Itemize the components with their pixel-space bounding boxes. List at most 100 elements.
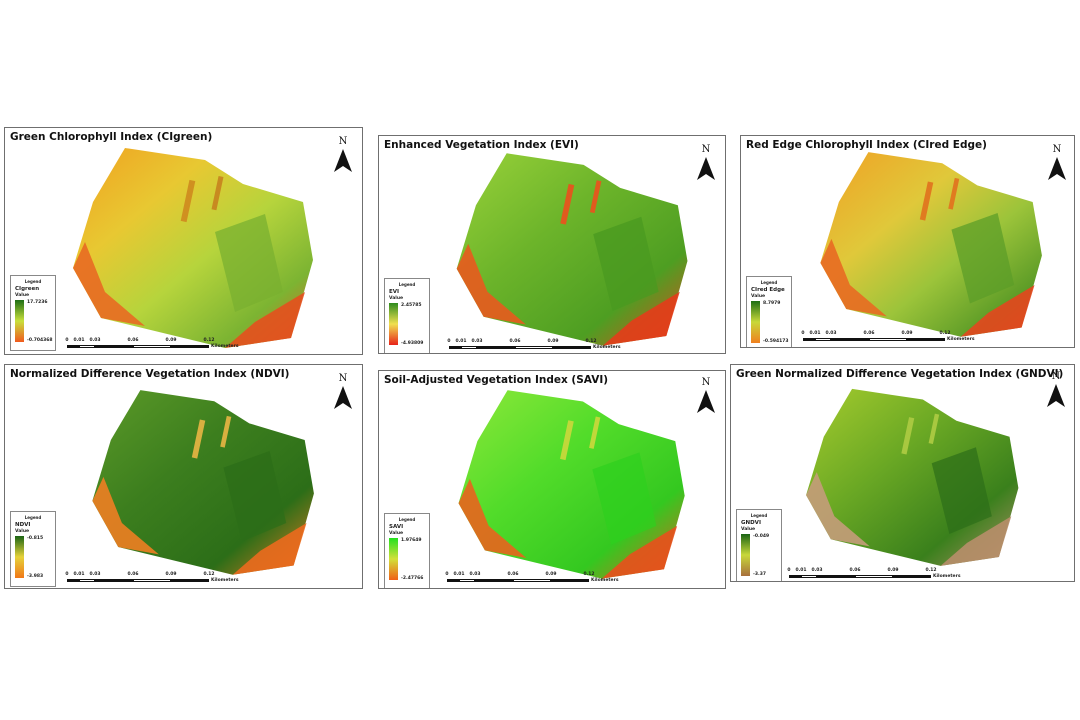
- color-ramp: [741, 534, 750, 576]
- legend: Legend EVI Value 2.45785 -4.93809: [384, 278, 430, 353]
- scale-tick-label: 0.03: [471, 339, 483, 344]
- color-ramp: [389, 303, 398, 345]
- scale-bar: 0 0.01 0.03 0.06 0.09 0.12 Kilometers: [447, 339, 620, 353]
- scale-tick-label: 0.01: [455, 339, 467, 344]
- scale-tick-label: 0.12: [939, 331, 951, 336]
- scale-unit-label: Kilometers: [947, 337, 975, 342]
- scale-tick-label: 0: [787, 568, 791, 573]
- scale-segment: [449, 346, 461, 349]
- scale-segment: [803, 338, 815, 341]
- scale-tick-label: 0.09: [901, 331, 913, 336]
- scale-tick-label: 0.06: [509, 339, 521, 344]
- map-panel-cire: Red Edge Chlorophyll Index (CIred Edge) …: [740, 135, 1075, 348]
- ci-green-raster: [73, 148, 313, 348]
- ci-red-edge-raster: [820, 152, 1042, 337]
- north-arrow-icon: N: [695, 377, 717, 413]
- ndvi-raster: [92, 390, 314, 575]
- color-ramp: [389, 538, 398, 580]
- scale-segment: [95, 579, 133, 582]
- scale-tick-label: 0.03: [825, 331, 837, 336]
- scale-tick-label: 0.09: [547, 339, 559, 344]
- map-panel-savi: Soil-Adjusted Vegetation Index (SAVI) N …: [378, 370, 726, 589]
- scale-tick-label: 0.01: [795, 568, 807, 573]
- scale-segment: [459, 579, 475, 582]
- savi-raster: [458, 390, 685, 579]
- scale-segment: [831, 338, 869, 341]
- scale-segment: [515, 346, 553, 349]
- color-ramp: [15, 300, 24, 342]
- scale-segment: [67, 579, 79, 582]
- scale-tick-label: 0.12: [203, 338, 215, 343]
- north-arrow-icon: N: [695, 144, 717, 180]
- scale-bar: 0 0.01 0.03 0.06 0.09 0.12 Kilometers: [787, 568, 960, 581]
- scale-segment: [171, 579, 209, 582]
- panel-title: Normalized Difference Vegetation Index (…: [10, 368, 290, 380]
- scale-segment: [461, 346, 477, 349]
- scale-segment: [907, 338, 945, 341]
- scale-segment: [133, 345, 171, 348]
- legend: Legend NDVI Value -0.815 -3.983: [10, 511, 56, 587]
- north-arrow-icon: N: [1045, 371, 1067, 407]
- scale-tick-label: 0.09: [887, 568, 899, 573]
- scale-segment: [477, 346, 515, 349]
- scale-tick-label: 0.06: [127, 338, 139, 343]
- panel-title: Green Normalized Difference Vegetation I…: [736, 368, 1064, 380]
- scale-tick-label: 0.03: [811, 568, 823, 573]
- scale-tick-label: 0.12: [583, 572, 595, 577]
- scale-segment: [475, 579, 513, 582]
- north-arrow-icon: N: [332, 373, 354, 409]
- scale-bar: 0 0.01 0.03 0.06 0.09 0.12 Kilometers: [65, 572, 238, 586]
- scale-tick-label: 0.12: [925, 568, 937, 573]
- legend: Legend CIred Edge Value 8.7979 -0.594173: [746, 276, 792, 347]
- scale-tick-label: 0: [65, 572, 69, 577]
- scale-tick-label: 0.03: [469, 572, 481, 577]
- panel-title: Green Chlorophyll Index (CIgreen): [10, 131, 213, 143]
- scale-segment: [171, 345, 209, 348]
- scale-segment: [447, 579, 459, 582]
- scale-tick-label: 0.01: [73, 572, 85, 577]
- scale-tick-label: 0.03: [89, 572, 101, 577]
- map-panel-gndvi: Green Normalized Difference Vegetation I…: [730, 364, 1075, 582]
- north-arrow-icon: N: [332, 136, 354, 172]
- scale-segment: [893, 575, 931, 578]
- scale-tick-label: 0: [445, 572, 449, 577]
- scale-tick-label: 0.09: [165, 338, 177, 343]
- scale-tick-label: 0: [447, 339, 451, 344]
- map-panel-evi: Enhanced Vegetation Index (EVI) N Legend…: [378, 135, 726, 354]
- scale-tick-label: 0.09: [545, 572, 557, 577]
- scale-tick-label: 0.01: [73, 338, 85, 343]
- scale-segment: [551, 579, 589, 582]
- scale-segment: [67, 345, 79, 348]
- panel-title: Red Edge Chlorophyll Index (CIred Edge): [746, 139, 987, 151]
- scale-unit-label: Kilometers: [933, 574, 961, 579]
- legend: Legend CIgreen Value 17.7236 -0.704368: [10, 275, 56, 351]
- color-ramp: [751, 301, 760, 343]
- panel-title: Enhanced Vegetation Index (EVI): [384, 139, 579, 151]
- gndvi-raster: [806, 388, 1019, 566]
- scale-segment: [789, 575, 801, 578]
- scale-tick-label: 0.03: [89, 338, 101, 343]
- scale-tick-label: 0.06: [507, 572, 519, 577]
- scale-segment: [79, 579, 95, 582]
- legend: Legend GNDVI Value -0.049 -3.37: [736, 509, 782, 581]
- scale-segment: [869, 338, 907, 341]
- scale-bar: 0 0.01 0.03 0.06 0.09 0.12 Kilometers: [445, 572, 618, 586]
- scale-unit-label: Kilometers: [211, 344, 239, 349]
- scale-segment: [95, 345, 133, 348]
- scale-tick-label: 0.06: [127, 572, 139, 577]
- scale-unit-label: Kilometers: [211, 578, 239, 583]
- scale-segment: [513, 579, 551, 582]
- evi-raster: [456, 153, 688, 346]
- map-panel-cigreen: Green Chlorophyll Index (CIgreen) N Lege…: [4, 127, 363, 355]
- scale-segment: [553, 346, 591, 349]
- panel-title: Soil-Adjusted Vegetation Index (SAVI): [384, 374, 609, 386]
- scale-tick-label: 0: [65, 338, 69, 343]
- scale-tick-label: 0.01: [453, 572, 465, 577]
- scale-tick-label: 0.06: [863, 331, 875, 336]
- scale-segment: [855, 575, 893, 578]
- scale-unit-label: Kilometers: [591, 578, 619, 583]
- north-arrow-icon: N: [1046, 144, 1068, 180]
- legend: Legend SAVI Value 1.97649 -2.47766: [384, 513, 430, 588]
- scale-tick-label: 0.12: [585, 339, 597, 344]
- scale-segment: [817, 575, 855, 578]
